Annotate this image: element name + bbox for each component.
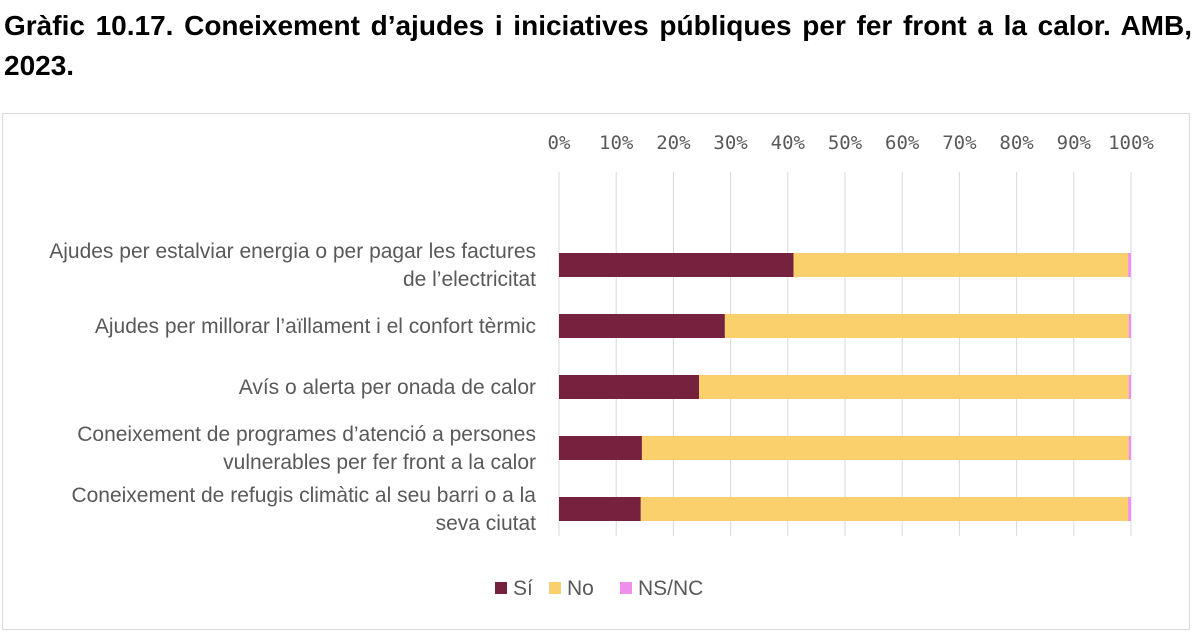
x-tick-label: 0% [548,132,571,154]
bar-segment-no [699,375,1129,399]
bar-segment-s- [559,314,725,338]
legend-swatch [549,582,561,594]
bar-segment-s- [559,436,642,460]
legend-label: NS/NC [638,577,703,600]
bar-segment-ns-nc [1128,436,1131,460]
legend-label: No [567,577,594,600]
bar-segment-ns-nc [1128,253,1131,277]
x-tick-label: 100% [1108,132,1154,154]
bar-segment-ns-nc [1128,375,1131,399]
category-label: Coneixement de programes d’atenció a per… [77,423,536,446]
x-tick-label: 70% [942,132,977,154]
chart-area: 0% 10% 20% 30% 40% 50% 60% 70% 80% 90% 100% Ajudes … [2,113,1190,630]
category-label: vulnerables per fer front a la calor [223,451,536,474]
bar-segment-ns-nc [1128,497,1131,521]
category-label: de l’electricitat [403,268,536,291]
bar-segment-no [641,436,1129,460]
bar-segment-no [724,314,1129,338]
x-tick-label: 30% [713,132,748,154]
legend-swatch [620,582,632,594]
bar-segment-no [793,253,1129,277]
bar-segment-s- [559,375,700,399]
legend-swatch [495,582,507,594]
x-tick-label: 80% [999,132,1034,154]
category-label: Avís o alerta per onada de calor [239,376,536,399]
category-label: Ajudes per millorar l’aïllament i el con… [95,315,536,338]
bar-segment-s- [559,497,641,521]
chart-title: Gràfic 10.17. Coneixement d’ajudes i ini… [4,10,1192,81]
bar-segment-s- [559,253,794,277]
bar-segment-no [640,497,1129,521]
category-label: seva ciutat [436,512,537,535]
legend-label: Sí [513,577,533,600]
x-tick-label: 10% [599,132,634,154]
x-tick-label: 40% [771,132,806,154]
x-tick-label: 90% [1057,132,1092,154]
x-tick-label: 60% [885,132,920,154]
category-label: Ajudes per estalviar energia o per pagar… [49,240,536,263]
x-tick-label: 50% [828,132,863,154]
category-label: Coneixement de refugis climàtic al seu b… [71,484,536,507]
bar-segment-ns-nc [1128,314,1131,338]
x-tick-label: 20% [656,132,691,154]
stacked-bar-chart: 0% 10% 20% 30% 40% 50% 60% 70% 80% 90% 100% Ajudes … [49,132,1154,600]
